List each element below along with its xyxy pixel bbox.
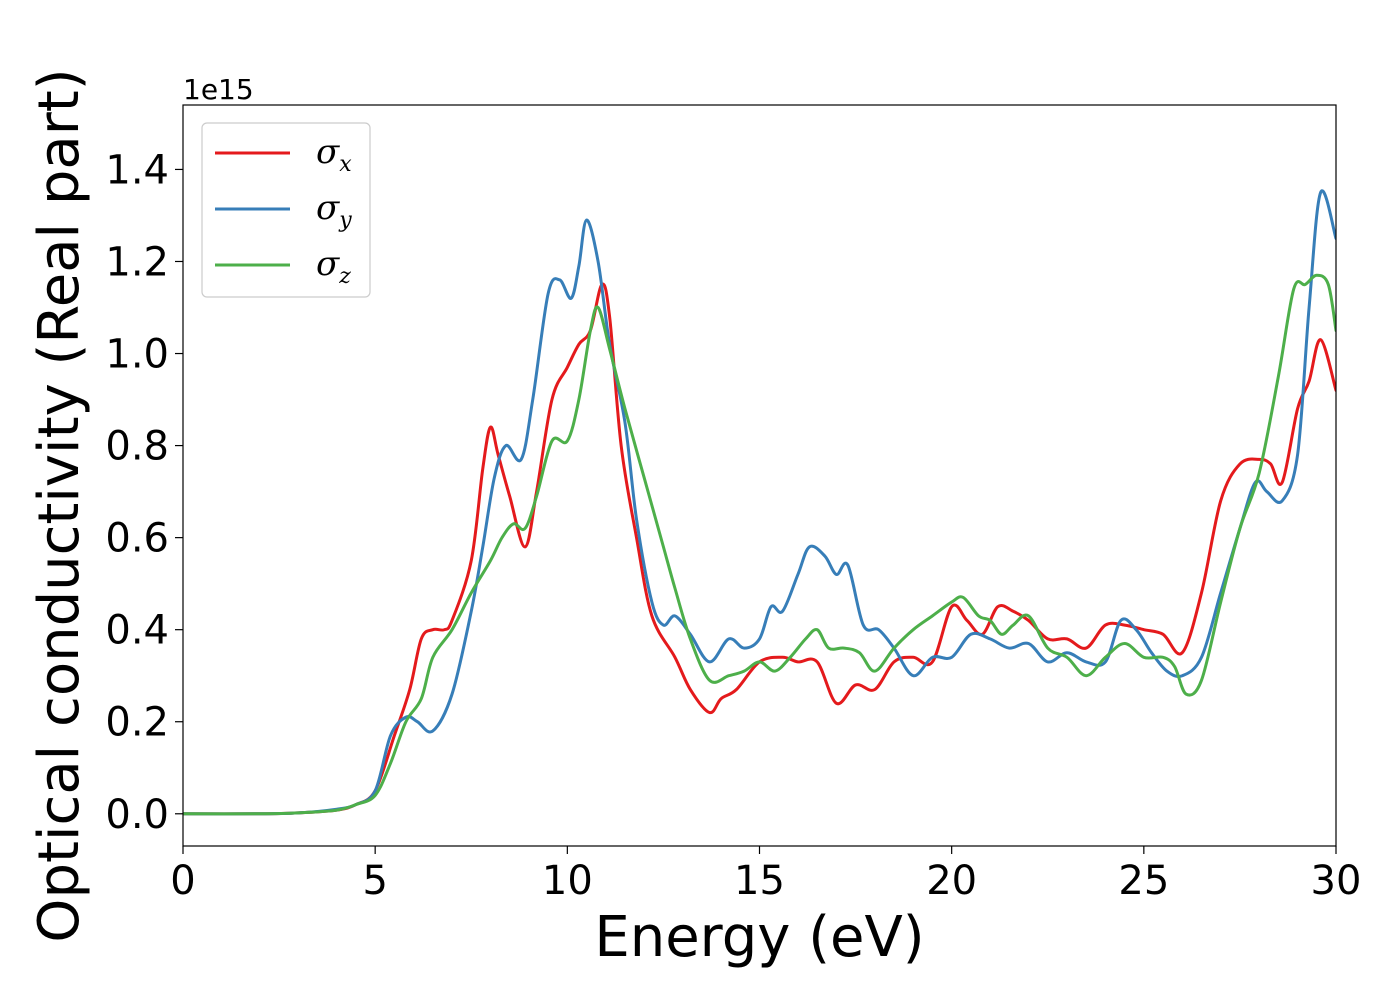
y-tick-label: 1.2	[105, 239, 169, 285]
y-tick-label: 1.4	[105, 147, 169, 193]
y-tick-label: 0.8	[105, 424, 169, 470]
legend-label-y: σy	[316, 188, 352, 233]
series-line-z	[183, 273, 1336, 816]
y-tick-label: 0.0	[105, 792, 169, 838]
x-tick-label: 15	[734, 858, 785, 904]
y-tick-label: 0.4	[105, 608, 169, 654]
legend: σx σy σz	[201, 122, 371, 298]
y-axis-label: Optical conductivity (Real part)	[27, 68, 92, 942]
legend-item-z: σz	[215, 244, 351, 289]
x-axis-ticks: 0 5 10 15 20 25 30	[170, 846, 1361, 904]
x-tick-label: 10	[542, 858, 593, 904]
x-tick-label: 20	[926, 858, 977, 904]
x-tick-label: 30	[1311, 858, 1362, 904]
x-tick-label: 5	[362, 858, 387, 904]
legend-label-z: σz	[316, 244, 351, 289]
y-tick-label: 0.6	[105, 516, 169, 562]
legend-item-x: σx	[215, 132, 352, 177]
y-tick-label: 1.0	[105, 332, 169, 378]
x-axis-label: Energy (eV)	[594, 905, 924, 970]
x-tick-label: 25	[1118, 858, 1169, 904]
y-axis-ticks: 0.0 0.2 0.4 0.6 0.8 1.0 1.2 1.4	[105, 147, 183, 838]
legend-label-x: σx	[316, 132, 352, 177]
x-tick-label: 0	[170, 858, 195, 904]
y-axis-offset-text: 1e15	[183, 73, 254, 106]
legend-item-y: σy	[215, 188, 352, 233]
y-tick-label: 0.2	[105, 700, 169, 746]
series-line-y	[183, 189, 1336, 816]
series-line-x	[183, 282, 1336, 816]
series-layer	[183, 189, 1336, 816]
